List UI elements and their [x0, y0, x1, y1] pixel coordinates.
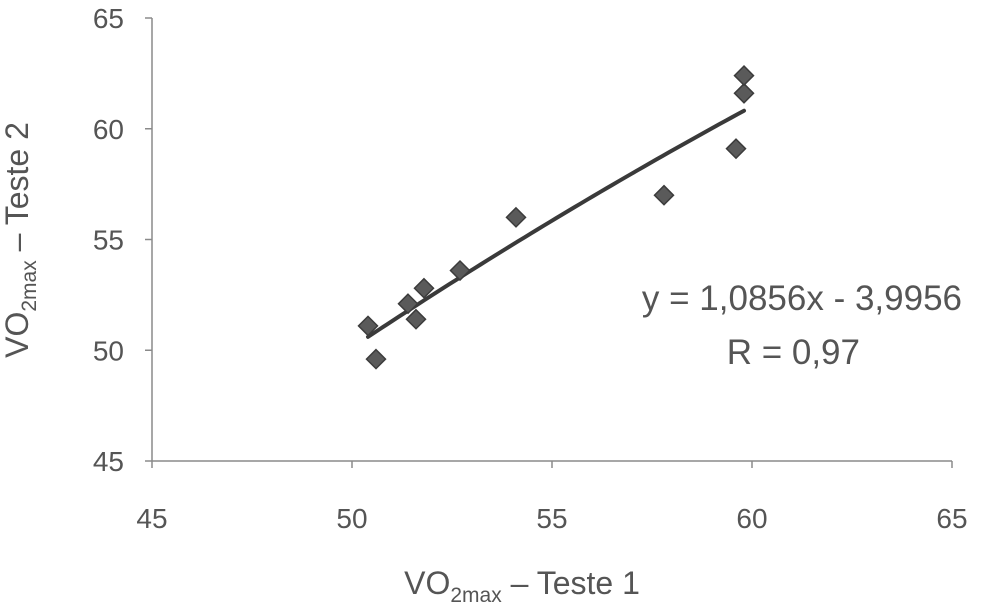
data-point: [405, 308, 427, 330]
y-tick-label: 50: [93, 335, 124, 366]
tick-labels: 45 50 55 60 65 45 50 55 60 65: [93, 3, 968, 534]
y-tick-label: 65: [93, 3, 124, 34]
data-point: [725, 138, 747, 160]
y-tick-label: 45: [93, 446, 124, 477]
x-axis-title-base: VO: [404, 565, 450, 601]
x-axis-title-subscript: 2max: [450, 584, 502, 603]
x-tick-label: 50: [336, 503, 367, 534]
y-axis-title: VO2max – Teste 2: [0, 122, 41, 358]
data-points: [357, 65, 755, 370]
data-point: [357, 315, 379, 337]
y-axis-title-subscript: 2max: [18, 260, 41, 312]
data-point: [397, 293, 419, 315]
data-point: [365, 348, 387, 370]
x-tick-label: 60: [736, 503, 767, 534]
y-tick-label: 60: [93, 114, 124, 145]
regression-equation: y = 1,0856x - 3,9956: [642, 279, 962, 318]
axes: [151, 18, 952, 462]
x-axis-title-rest: – Teste 1: [502, 565, 640, 601]
data-point: [653, 184, 675, 206]
trendline: [366, 108, 746, 339]
x-tick-label: 55: [536, 503, 567, 534]
y-axis-title-base: VO: [0, 312, 35, 358]
data-point: [733, 82, 755, 104]
tick-marks: [145, 17, 953, 468]
data-point: [413, 277, 435, 299]
data-point: [733, 65, 755, 87]
x-tick-label: 45: [136, 503, 167, 534]
data-point: [449, 259, 471, 282]
data-point: [505, 206, 527, 228]
x-axis-title: VO2max – Teste 1: [404, 565, 640, 603]
correlation-value: R = 0,97: [727, 333, 860, 372]
y-tick-label: 55: [93, 225, 124, 256]
x-tick-label: 65: [936, 503, 967, 534]
y-axis-title-rest: – Teste 2: [0, 122, 35, 260]
